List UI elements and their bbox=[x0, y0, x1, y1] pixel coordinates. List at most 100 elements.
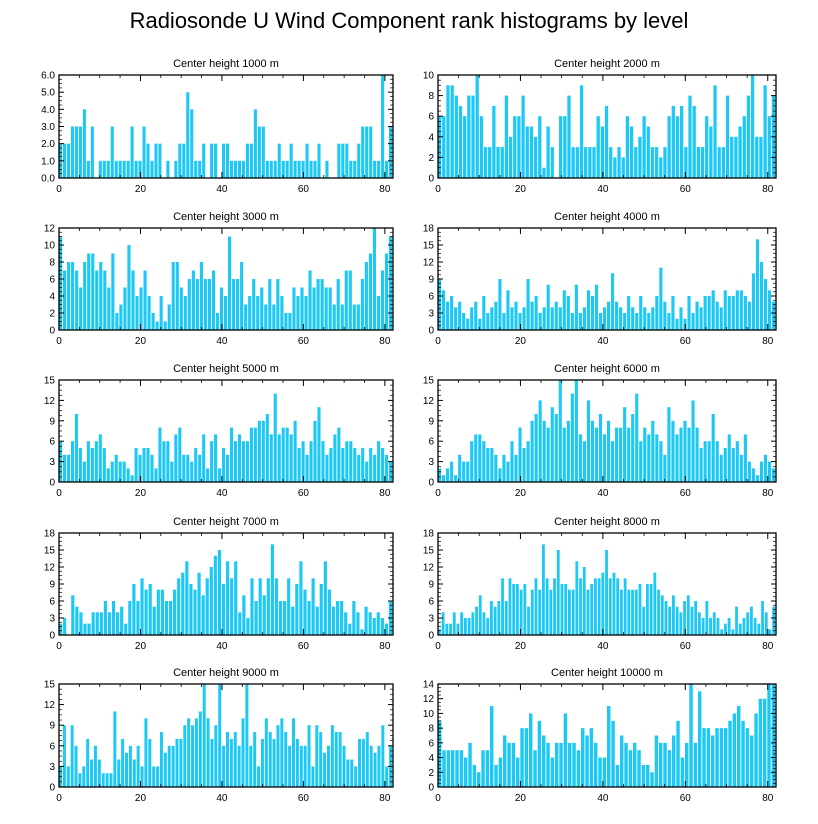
histogram-bar bbox=[257, 126, 261, 178]
histogram-bar bbox=[369, 745, 373, 787]
y-tick-label: 9 bbox=[428, 580, 434, 591]
histogram-bar bbox=[244, 304, 248, 330]
histogram-bar bbox=[140, 578, 144, 635]
histogram-bar bbox=[550, 147, 554, 178]
histogram-bar bbox=[507, 742, 511, 787]
histogram-bar bbox=[124, 623, 128, 635]
histogram-bar bbox=[691, 313, 695, 330]
y-tick-label: 9 bbox=[49, 721, 55, 732]
histogram-bar bbox=[183, 296, 187, 330]
histogram-bar bbox=[285, 427, 289, 482]
histogram-bar bbox=[498, 757, 503, 787]
x-tick-label: 80 bbox=[762, 336, 774, 347]
histogram-bar bbox=[151, 313, 155, 330]
histogram-bar bbox=[482, 612, 486, 635]
histogram-bar bbox=[281, 160, 285, 178]
histogram-bar bbox=[276, 725, 280, 787]
histogram-bar bbox=[442, 750, 446, 787]
y-tick-label: 3 bbox=[49, 762, 55, 773]
histogram-bar bbox=[301, 160, 305, 178]
histogram-bar bbox=[607, 301, 611, 330]
histogram-bar bbox=[301, 441, 305, 482]
histogram-bar bbox=[336, 279, 340, 330]
histogram-bar bbox=[71, 262, 75, 330]
histogram-bar bbox=[98, 160, 102, 178]
histogram-bar bbox=[498, 279, 502, 330]
histogram-bar bbox=[67, 262, 71, 330]
histogram-bar bbox=[266, 578, 270, 635]
histogram-bar bbox=[530, 420, 534, 482]
histogram-bar bbox=[698, 691, 702, 787]
histogram-bar bbox=[699, 448, 703, 482]
histogram-bar bbox=[517, 116, 521, 178]
histogram-bar bbox=[687, 427, 691, 482]
y-tick-label: 14 bbox=[423, 680, 435, 691]
histogram-bar bbox=[86, 160, 90, 178]
y-tick-label: 6 bbox=[428, 292, 434, 303]
histogram-bar bbox=[147, 296, 151, 330]
histogram-bar bbox=[178, 427, 182, 482]
histogram-bar bbox=[70, 126, 75, 178]
histogram-bar bbox=[738, 623, 742, 635]
histogram-bar bbox=[313, 420, 317, 482]
histogram-bar bbox=[349, 441, 353, 482]
histogram-bar bbox=[623, 578, 627, 635]
y-tick-label: 6 bbox=[49, 437, 55, 448]
histogram-bar bbox=[156, 766, 160, 787]
histogram-bar bbox=[214, 143, 218, 178]
histogram-bar bbox=[534, 578, 538, 635]
histogram-bar bbox=[372, 618, 376, 635]
histogram-bar bbox=[518, 313, 522, 330]
histogram-bar bbox=[357, 143, 361, 178]
histogram-bar bbox=[197, 572, 201, 635]
histogram-bar bbox=[451, 750, 455, 787]
histogram-bar bbox=[202, 143, 206, 178]
histogram-bar bbox=[297, 448, 301, 482]
x-tick-label: 0 bbox=[435, 641, 441, 652]
histogram-bar bbox=[222, 745, 226, 787]
histogram-bar bbox=[364, 262, 368, 330]
histogram-bar bbox=[562, 290, 566, 330]
histogram-bar bbox=[219, 287, 224, 330]
x-tick-label: 40 bbox=[216, 641, 228, 652]
histogram-bar bbox=[449, 623, 452, 635]
histogram-bar bbox=[602, 434, 607, 482]
x-tick-label: 0 bbox=[56, 184, 62, 195]
histogram-bar bbox=[589, 728, 594, 787]
histogram-bar bbox=[646, 584, 649, 635]
histogram-bar bbox=[315, 606, 319, 635]
histogram-bar bbox=[264, 304, 268, 330]
histogram-bar bbox=[538, 589, 542, 635]
histogram-bar bbox=[138, 160, 142, 178]
histogram-panel: Center height 7000 m 0 20 40 60 80 0 3 6 9 12 15 18 bbox=[44, 516, 394, 652]
histogram-bar bbox=[344, 612, 348, 635]
x-tick-label: 60 bbox=[298, 184, 310, 195]
histogram-bar bbox=[683, 601, 686, 635]
x-tick-label: 20 bbox=[515, 336, 527, 347]
histogram-bar bbox=[483, 147, 488, 178]
histogram-bar bbox=[115, 313, 119, 330]
x-tick-label: 20 bbox=[135, 184, 147, 195]
y-tick-label: 3 bbox=[49, 457, 55, 468]
histogram-bar bbox=[542, 735, 546, 787]
histogram-bar bbox=[93, 745, 97, 787]
histogram-bar bbox=[550, 307, 554, 330]
x-tick-label: 20 bbox=[135, 641, 147, 652]
histogram-bar bbox=[66, 143, 71, 178]
histogram-bar bbox=[357, 454, 361, 482]
histogram-bar bbox=[329, 448, 333, 482]
histogram-bar bbox=[260, 287, 264, 330]
histogram-bar bbox=[369, 126, 373, 178]
histogram-bar bbox=[90, 448, 94, 482]
histogram-bar bbox=[478, 434, 482, 482]
histogram-bar bbox=[739, 454, 743, 482]
x-tick-label: 60 bbox=[680, 488, 692, 499]
histogram-bar bbox=[592, 147, 596, 178]
histogram-bar bbox=[331, 606, 336, 635]
histogram-bar bbox=[364, 606, 368, 635]
y-tick-label: 15 bbox=[44, 680, 56, 691]
histogram-bar bbox=[711, 290, 715, 330]
histogram-bar bbox=[642, 116, 646, 178]
histogram-bar bbox=[284, 313, 288, 330]
